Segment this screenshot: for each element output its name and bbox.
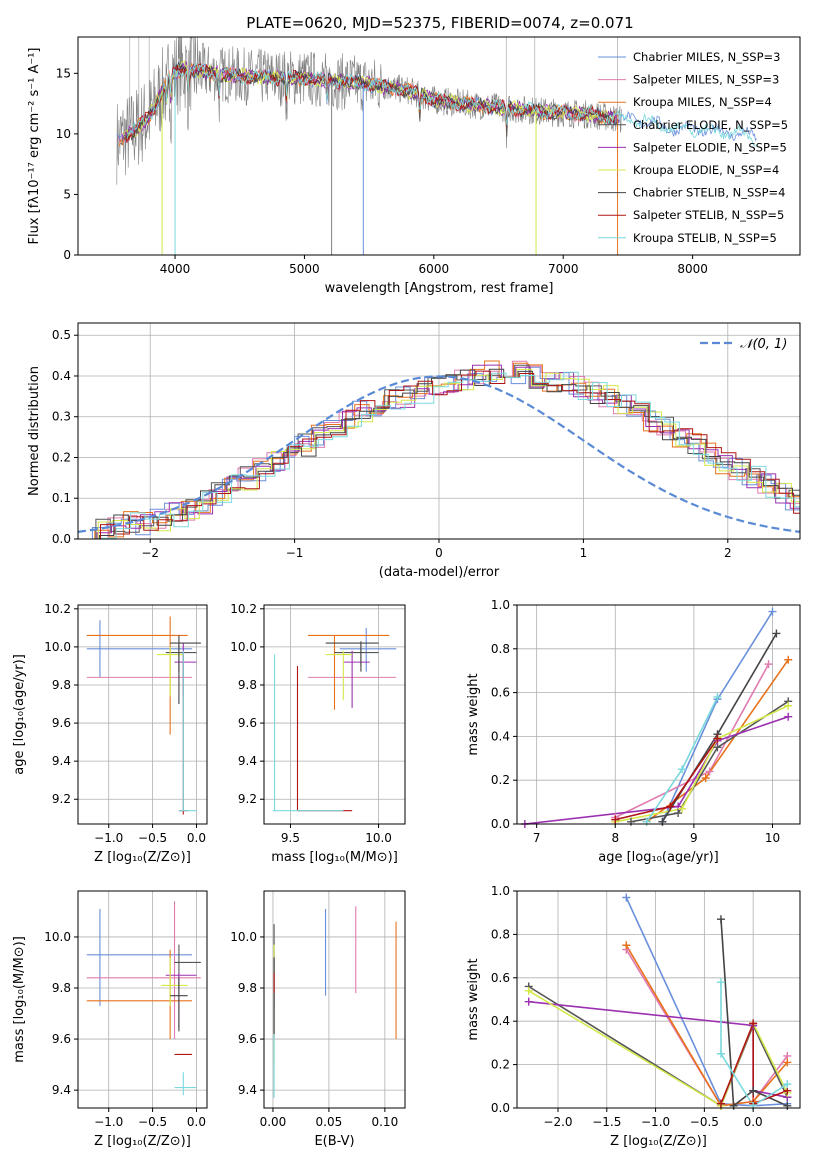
y-tick-label: 0.8 [491, 927, 510, 941]
y-tick-label: 0.5 [52, 328, 71, 342]
legend-label: Chabrier STELIB, N_SSP=4 [633, 186, 785, 200]
x-tick-label: 0.10 [371, 1115, 398, 1129]
legend-label: Kroupa STELIB, N_SSP=5 [633, 231, 777, 245]
y-tick-label: 0 [63, 248, 71, 262]
y-tick-label: 10.0 [230, 640, 257, 654]
x-axis-label: Z [log₁₀(Z/Z⊙)] [94, 850, 191, 865]
y-axis-label: mass weight [466, 673, 481, 755]
y-tick-label: 0.2 [491, 773, 510, 787]
y-tick-label: 9.6 [52, 716, 71, 730]
legend-label: Kroupa ELODIE, N_SSP=4 [633, 163, 779, 177]
y-axis-label: Flux [fλ10⁻¹⁷ erg cm⁻² s⁻¹ A⁻¹] [27, 48, 42, 245]
legend-label: Chabrier MILES, N_SSP=3 [633, 50, 780, 64]
y-tick-label: 9.8 [52, 981, 71, 995]
x-tick-label: −1.0 [641, 1115, 670, 1129]
y-tick-label: 15 [56, 66, 71, 80]
y-tick-label: 9.6 [52, 1032, 71, 1046]
x-tick-label: 0.0 [187, 831, 206, 845]
x-tick-label: 9 [690, 831, 698, 845]
y-tick-label: 10.2 [230, 602, 257, 616]
x-tick-label: −1 [286, 546, 304, 560]
y-tick-label: 9.8 [238, 981, 257, 995]
legend-label: Salpeter ELODIE, N_SSP=5 [633, 140, 787, 154]
y-tick-label: 0.2 [52, 450, 71, 464]
x-axis-label: E(B-V) [314, 1134, 354, 1149]
y-tick-label: 10.0 [44, 640, 71, 654]
y-tick-label: 10.0 [230, 930, 257, 944]
y-tick-label: 10.0 [44, 930, 71, 944]
y-tick-label: 9.8 [52, 678, 71, 692]
x-tick-label: 0.0 [744, 1115, 763, 1129]
y-tick-label: 0.0 [491, 1101, 510, 1115]
legend-label: Salpeter MILES, N_SSP=3 [633, 73, 779, 87]
y-axis-label: mass weight [466, 958, 481, 1040]
x-tick-label: 8 [611, 831, 619, 845]
x-axis-label: mass [log₁₀(M/M⊙)] [271, 850, 398, 865]
legend-label: Kroupa MILES, N_SSP=4 [633, 95, 772, 109]
x-axis-label: wavelength [Angstrom, rest frame] [325, 281, 554, 296]
x-tick-label: 7 [533, 831, 541, 845]
figure-title: PLATE=0620, MJD=52375, FIBERID=0074, z=0… [246, 14, 633, 32]
y-tick-label: 0.4 [491, 729, 510, 743]
y-axis-label: mass [log₁₀(M/M⊙)] [12, 936, 27, 1063]
y-axis-label: age [log₁₀(age/yr)] [12, 654, 27, 775]
x-axis-label: (data-model)/error [379, 565, 500, 580]
y-tick-label: 0.4 [491, 1014, 510, 1028]
y-tick-label: 10.2 [44, 602, 71, 616]
y-tick-label: 0.2 [491, 1058, 510, 1072]
legend-label: Salpeter STELIB, N_SSP=5 [633, 208, 784, 222]
x-tick-label: 0.05 [316, 1115, 343, 1129]
y-tick-label: 0.4 [52, 369, 71, 383]
y-tick-label: 0.6 [491, 686, 510, 700]
y-tick-label: 9.8 [238, 678, 257, 692]
x-tick-label: 7000 [548, 262, 579, 276]
x-tick-label: −0.5 [138, 1115, 167, 1129]
x-tick-label: −2 [141, 546, 159, 560]
y-tick-label: 9.6 [238, 1032, 257, 1046]
y-tick-label: 1.0 [491, 884, 510, 898]
y-axis-label: Normed distribution [27, 366, 42, 496]
y-tick-label: 9.4 [52, 1083, 71, 1097]
y-tick-label: 9.6 [238, 716, 257, 730]
x-tick-label: 0.0 [187, 1115, 206, 1129]
y-tick-label: 5 [63, 187, 71, 201]
x-axis-label: age [log₁₀(age/yr)] [598, 850, 719, 865]
x-tick-label: −1.5 [592, 1115, 621, 1129]
y-tick-label: 0.0 [491, 817, 510, 831]
x-tick-label: 4000 [160, 262, 191, 276]
y-tick-label: 9.2 [238, 792, 257, 806]
x-tick-label: 0 [435, 546, 443, 560]
y-tick-label: 1.0 [491, 598, 510, 612]
x-tick-label: −0.5 [690, 1115, 719, 1129]
legend-label: Chabrier ELODIE, N_SSP=5 [633, 118, 788, 132]
y-tick-label: 0.1 [52, 491, 71, 505]
y-tick-label: 0.3 [52, 410, 71, 424]
x-tick-label: 10.0 [365, 831, 392, 845]
y-tick-label: 9.4 [52, 754, 71, 768]
x-axis-label: Z [log₁₀(Z/Z⊙)] [610, 1134, 707, 1149]
y-tick-label: 10 [56, 127, 71, 141]
y-tick-label: 0.8 [491, 642, 510, 656]
x-tick-label: −1.0 [94, 1115, 123, 1129]
y-tick-label: 0.0 [52, 532, 71, 546]
x-tick-label: −0.5 [138, 831, 167, 845]
y-tick-label: 9.2 [52, 792, 71, 806]
x-tick-label: 8000 [677, 262, 708, 276]
x-tick-label: 2 [724, 546, 732, 560]
y-tick-label: 0.6 [491, 971, 510, 985]
y-tick-label: 9.4 [238, 754, 257, 768]
x-tick-label: 5000 [289, 262, 320, 276]
x-tick-label: −1.0 [94, 831, 123, 845]
x-tick-label: 10 [765, 831, 780, 845]
x-tick-label: −2.0 [543, 1115, 572, 1129]
y-tick-label: 9.4 [238, 1083, 257, 1097]
x-tick-label: 6000 [419, 262, 450, 276]
legend-label: 𝒩(0, 1) [740, 337, 787, 352]
x-tick-label: 1 [580, 546, 588, 560]
x-axis-label: Z [log₁₀(Z/Z⊙)] [94, 1134, 191, 1149]
x-tick-label: 0.00 [260, 1115, 287, 1129]
x-tick-label: 9.5 [281, 831, 300, 845]
